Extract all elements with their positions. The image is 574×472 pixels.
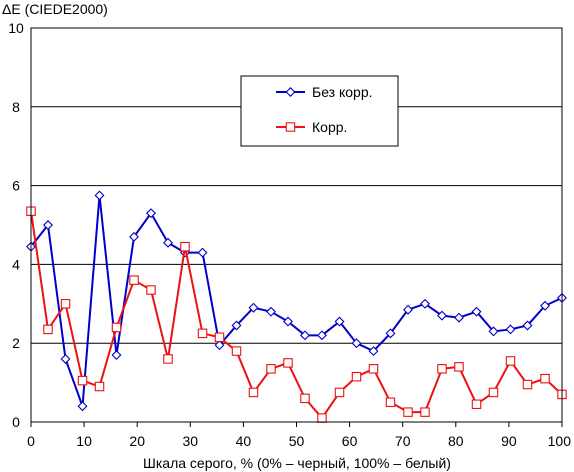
series-1-point: [334, 316, 345, 327]
series-2-point: [540, 373, 550, 384]
series-1-point: [214, 340, 225, 351]
series-1-point: [454, 312, 464, 323]
series-1-point: [43, 220, 53, 230]
legend-marker-2: [285, 122, 296, 132]
x-tick-label-70: 70: [395, 433, 411, 449]
x-tick-label-0: 0: [27, 433, 35, 449]
y-axis-ticks: 0 2 4 6 8 10: [8, 20, 24, 430]
series-1-point: [522, 320, 533, 331]
legend-box: [240, 75, 399, 147]
series-2-point: [317, 413, 327, 423]
x-tick-label-10: 10: [76, 433, 92, 449]
plot-frame: [30, 27, 563, 423]
x-tick-label-30: 30: [183, 433, 199, 449]
series-2-point: [403, 407, 413, 417]
series-layer: [26, 190, 567, 423]
series-1-point: [505, 324, 516, 335]
x-tick-label-20: 20: [129, 433, 145, 449]
series-2-point: [300, 393, 310, 404]
series-1-point: [197, 247, 208, 258]
x-tick-label-40: 40: [236, 433, 252, 449]
x-tick-label-100: 100: [548, 433, 572, 449]
y-axis-title: ΔE (CIEDE2000): [2, 1, 108, 17]
series-1-point: [300, 330, 310, 341]
series-1-point: [437, 310, 447, 321]
series-2-point: [283, 358, 293, 368]
legend: Без корр. Корр.: [240, 75, 399, 147]
x-axis-ticks: 0 10 20 30 40 50 60 70 80 90 100: [27, 422, 571, 449]
series-2-point: [197, 328, 208, 339]
y-tick-label-4: 4: [12, 256, 20, 272]
series-1-point: [540, 300, 550, 311]
series-1-point: [317, 330, 327, 341]
series-1-point: [163, 237, 173, 248]
x-tick-label-60: 60: [342, 433, 358, 449]
x-tick-label-90: 90: [501, 433, 517, 449]
legend-label-2: Корр.: [312, 119, 347, 135]
series-1-point: [60, 353, 71, 364]
series-1-point: [351, 338, 362, 349]
series-2-point: [77, 375, 88, 386]
series-1-line: [30, 195, 563, 407]
series-1-point: [129, 231, 139, 242]
series-2-point: [146, 285, 156, 295]
series-2-point: [163, 354, 173, 364]
y-tick-label-8: 8: [12, 99, 20, 115]
y-tick-label-0: 0: [12, 414, 20, 430]
series-1-point: [248, 302, 259, 313]
series-2-point: [522, 379, 533, 390]
series-2-point: [214, 332, 225, 343]
series-2-point: [505, 356, 516, 366]
series-1-point: [385, 328, 396, 339]
series-2-point: [454, 362, 464, 372]
series-2-point: [94, 381, 105, 392]
series-2-point: [266, 364, 276, 374]
series-1-point: [283, 316, 293, 327]
series-2-line: [30, 211, 563, 420]
series-2: [26, 206, 567, 423]
series-2-point: [248, 387, 259, 398]
series-1-point: [146, 208, 156, 219]
y-tick-label-6: 6: [12, 178, 20, 194]
series-1-point: [94, 190, 105, 201]
series-1-point: [488, 326, 499, 337]
series-2-point: [368, 364, 379, 374]
series-1-point: [231, 320, 242, 331]
series-2-point: [180, 241, 190, 252]
series-2-point: [488, 387, 499, 398]
series-1: [26, 190, 567, 412]
series-1-point: [111, 350, 122, 360]
series-2-point: [471, 399, 482, 410]
series-1-point: [266, 306, 276, 317]
series-1-point: [420, 298, 430, 309]
x-tick-label-80: 80: [448, 433, 464, 449]
series-1-point: [368, 346, 379, 357]
y-tick-label-2: 2: [12, 335, 20, 351]
legend-label-1: Без корр.: [312, 84, 373, 100]
series-2-point: [111, 322, 122, 333]
series-2-point: [385, 397, 396, 408]
y-tick-label-10: 10: [8, 20, 24, 36]
series-2-point: [334, 387, 345, 398]
series-1-point: [403, 304, 413, 315]
series-2-point: [420, 407, 430, 417]
legend-marker-1: [285, 87, 296, 97]
series-2-point: [60, 299, 71, 309]
x-tick-label-50: 50: [289, 433, 305, 449]
series-2-point: [231, 346, 242, 356]
series-2-point: [351, 371, 362, 382]
series-2-point: [43, 324, 53, 335]
series-1-point: [471, 306, 482, 317]
series-1-point: [77, 401, 88, 412]
series-2-point: [129, 275, 139, 285]
series-2-point: [437, 364, 447, 374]
x-axis-title: Шкала серого, % (0% – черный, 100% – бел…: [143, 455, 451, 471]
